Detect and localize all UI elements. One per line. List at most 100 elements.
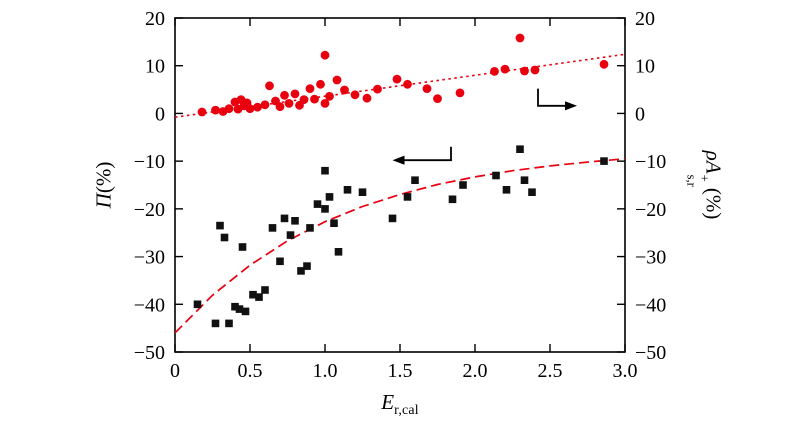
square-marker xyxy=(411,176,419,184)
x-tick-label: 0.5 xyxy=(238,360,263,382)
circle-marker xyxy=(275,102,285,112)
series-rho-A-right-axis xyxy=(197,33,609,117)
square-marker xyxy=(220,233,229,242)
circle-marker xyxy=(530,65,540,75)
circle-marker xyxy=(362,93,372,103)
y-axis-label-right: ρA + s,r (%) xyxy=(684,150,726,220)
square-marker xyxy=(211,319,220,328)
square-marker xyxy=(334,248,343,256)
y-tick-label-left: 10 xyxy=(145,56,165,78)
y-tick-label-left: 20 xyxy=(145,8,165,30)
square-marker xyxy=(459,181,467,189)
circle-marker xyxy=(455,88,465,98)
left-axis-indicator-arrow-line xyxy=(401,146,452,162)
left-axis-indicator-arrow-head xyxy=(392,155,405,165)
square-marker xyxy=(516,145,524,153)
x-axis-label-symbol: E xyxy=(381,390,395,415)
y-right-superscript: + xyxy=(697,174,712,182)
square-marker xyxy=(520,176,529,184)
x-tick-label: 1.0 xyxy=(313,360,338,382)
x-tick-label: 0 xyxy=(170,360,180,382)
circle-marker xyxy=(515,33,525,43)
y-tick-label-right: −40 xyxy=(635,294,666,316)
fit-dotted-linear-red-circles xyxy=(174,53,626,118)
x-axis-label-subscript: r,cal xyxy=(394,401,419,417)
circle-marker xyxy=(500,64,510,74)
square-marker xyxy=(249,290,257,299)
square-marker xyxy=(216,221,224,230)
square-marker xyxy=(388,214,397,223)
y-tick-label-right: −20 xyxy=(635,199,666,221)
square-marker xyxy=(303,262,311,270)
circle-marker xyxy=(325,91,334,101)
y-right-symbol-A: A xyxy=(701,160,726,174)
circle-marker xyxy=(299,95,309,104)
circle-marker xyxy=(245,104,255,114)
y-left-percent: (%) xyxy=(91,161,116,194)
square-marker xyxy=(343,186,352,194)
x-tick-label: 2.0 xyxy=(463,360,488,382)
square-marker xyxy=(225,319,233,328)
square-marker xyxy=(297,267,305,275)
circle-marker xyxy=(260,100,270,110)
circle-marker xyxy=(422,84,432,93)
circle-marker xyxy=(490,67,499,76)
y-tick-label-right: −10 xyxy=(635,151,666,173)
y-axis-label-left: Π(%) xyxy=(92,162,117,209)
square-marker xyxy=(321,205,329,213)
square-marker xyxy=(255,293,263,301)
circle-marker xyxy=(433,94,442,103)
circle-marker xyxy=(520,66,529,76)
y-tick-label-left: −10 xyxy=(134,151,165,173)
square-marker xyxy=(238,243,247,251)
circle-marker xyxy=(284,99,294,108)
square-marker xyxy=(502,186,511,194)
square-marker xyxy=(330,219,338,227)
y-left-symbol-pi: Π xyxy=(91,193,116,209)
y-tick-label-right: 0 xyxy=(635,103,645,125)
circle-marker xyxy=(332,75,342,85)
y-tick-label-right: 10 xyxy=(635,56,655,78)
y-tick-label-left: −30 xyxy=(134,247,165,269)
square-marker xyxy=(231,302,239,311)
plot-frame xyxy=(174,17,626,353)
circle-marker xyxy=(310,94,319,104)
tick-labels: 0 0.5 1.0 1.5 2.0 2.5 3.0 20 20 10 10 0 0 −10 −10 −20 −2… xyxy=(134,8,667,382)
x-tick-label: 3.0 xyxy=(613,360,638,382)
circle-marker xyxy=(340,85,349,95)
axis-ticks xyxy=(174,17,626,353)
square-marker xyxy=(492,171,500,180)
circle-marker xyxy=(197,107,207,117)
circle-marker xyxy=(392,74,402,84)
circle-marker xyxy=(305,84,315,93)
y-right-supsub: + s,r xyxy=(684,174,712,187)
circle-marker xyxy=(320,99,330,108)
y-tick-label-right: −50 xyxy=(635,342,666,364)
y-right-symbol-rho: ρ xyxy=(701,150,726,161)
square-marker xyxy=(268,224,277,232)
square-marker xyxy=(276,257,284,266)
square-marker xyxy=(235,305,244,313)
right-axis-indicator-arrow-line xyxy=(537,88,568,107)
y-tick-label-left: 0 xyxy=(155,103,165,125)
y-tick-label-right: 20 xyxy=(635,8,655,30)
square-marker xyxy=(241,307,250,316)
circle-marker xyxy=(224,104,234,114)
circle-marker xyxy=(373,84,382,94)
y-tick-label-right: −30 xyxy=(635,247,666,269)
square-marker xyxy=(306,224,314,232)
y-right-subscript: s,r xyxy=(684,174,699,187)
square-marker xyxy=(600,157,608,165)
x-tick-label: 1.5 xyxy=(388,360,413,382)
square-marker xyxy=(280,214,289,223)
square-marker xyxy=(193,300,202,309)
circle-marker xyxy=(253,102,262,112)
circle-marker xyxy=(403,79,412,89)
y-tick-label-left: −20 xyxy=(134,199,165,221)
square-marker xyxy=(403,193,412,201)
square-marker xyxy=(358,188,367,196)
y-right-percent: (%) xyxy=(701,187,726,220)
circle-marker xyxy=(211,105,220,115)
